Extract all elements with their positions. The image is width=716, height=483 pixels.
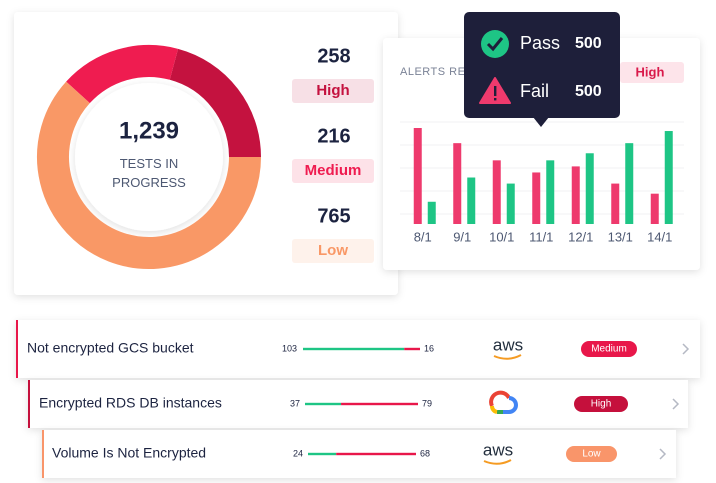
severity-badge: [574, 396, 628, 412]
cloud-red: [489, 390, 511, 407]
bar: [546, 160, 555, 224]
donut-segment: [37, 81, 261, 269]
bar: [467, 177, 476, 224]
bar: [413, 128, 422, 224]
failed-count: 68: [420, 448, 430, 458]
legend-label: High: [316, 82, 349, 99]
tooltip-value: 500: [575, 83, 602, 100]
failed-count: 16: [424, 343, 434, 353]
legend-value: 258: [317, 45, 350, 67]
total-label-box: TESTS IN PROGRESS: [112, 156, 186, 190]
finding-name: Encrypted RDS DB instances: [39, 395, 222, 411]
total-label: TESTS IN PROGRESS: [112, 156, 186, 190]
passed-bar: [305, 402, 342, 406]
legend-label: Medium: [305, 162, 362, 179]
chevron[interactable]: [682, 343, 690, 355]
x-tick-label: 12/1: [568, 229, 593, 244]
tooltip-arrow: [533, 117, 549, 127]
failed-bar: [404, 347, 420, 351]
fail-icon-bar: [494, 86, 497, 96]
donut-center: [75, 83, 223, 231]
bar: [650, 193, 659, 224]
tooltip-series: Pass: [520, 33, 560, 53]
pass-check: [486, 37, 504, 52]
legend-value: 216: [317, 125, 350, 147]
legend-value: 765: [317, 205, 350, 227]
x-tick-label: 13/1: [608, 229, 633, 244]
passed-bar: [308, 452, 337, 456]
row-accent: [28, 380, 30, 428]
bar: [492, 160, 501, 224]
passed-bar: [303, 347, 405, 351]
bar: [427, 201, 436, 224]
x-tick-label: 11/1: [529, 229, 553, 244]
tooltip-series: Fail: [520, 81, 549, 101]
bar: [625, 143, 634, 224]
total-value: 1,239: [119, 117, 179, 144]
donut-segment: [169, 48, 261, 158]
finding-name: Volume Is Not Encrypted: [52, 445, 206, 461]
x-tick-label: 10/1: [489, 229, 514, 244]
legend-badge: [292, 159, 374, 183]
bar: [453, 143, 462, 224]
tooltip: Pass 500 Fail 500: [464, 12, 620, 127]
severity-badge: [566, 446, 617, 462]
legend-badge: [292, 79, 374, 103]
cloud-blue: [503, 396, 518, 414]
severity-label: Low: [582, 449, 601, 460]
provider-smile: [483, 459, 512, 465]
finding-name: Not encrypted GCS bucket: [27, 340, 194, 356]
bar: [664, 131, 673, 224]
pass-icon: [481, 30, 509, 58]
alerts-card: [383, 38, 700, 270]
bar: [506, 183, 515, 224]
x-tick-label: 9/1: [453, 229, 471, 244]
row-accent: [16, 320, 18, 378]
chevron[interactable]: [672, 398, 680, 410]
provider-logo: aws: [483, 440, 513, 459]
failed-bar: [336, 452, 416, 456]
bar: [585, 153, 594, 224]
alerts-title: ALERTS RE: [400, 66, 465, 78]
severity-label: High: [591, 399, 612, 410]
severity-badge: [581, 341, 637, 357]
passed-count: 37: [290, 398, 300, 408]
cloud-yellow: [490, 405, 498, 414]
failed-bar: [341, 402, 418, 406]
bar: [571, 166, 580, 224]
row-accent: [42, 430, 44, 478]
legend-label: Low: [318, 242, 348, 259]
legend-badge: [292, 239, 374, 263]
failed-count: 79: [422, 398, 432, 408]
filter-box[interactable]: [620, 62, 684, 83]
bar: [532, 172, 541, 224]
bar: [611, 183, 620, 224]
passed-count: 103: [282, 343, 297, 353]
tooltip-value: 500: [575, 35, 602, 52]
provider-logo: aws: [493, 335, 523, 354]
fail-icon-dot: [494, 98, 497, 101]
filter-label[interactable]: High: [636, 64, 665, 79]
passed-count: 24: [293, 448, 303, 458]
provider-smile: [493, 354, 522, 360]
donut-segment: [66, 45, 179, 104]
x-tick-label: 14/1: [647, 229, 672, 244]
x-tick-label: 8/1: [414, 229, 432, 244]
chevron[interactable]: [659, 448, 667, 460]
severity-label: Medium: [591, 344, 627, 355]
